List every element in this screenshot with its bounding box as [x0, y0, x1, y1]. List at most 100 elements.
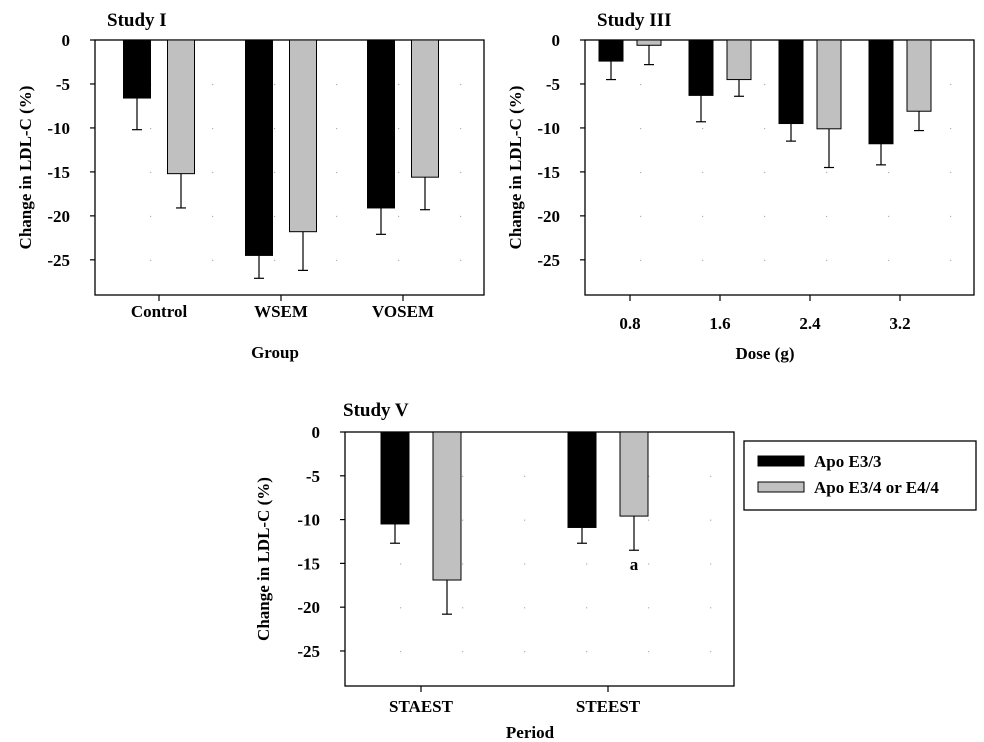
x-tick-label: 3.2 [889, 314, 910, 333]
grid-dot [150, 127, 152, 130]
grid-dot [950, 259, 952, 262]
grid-dot [212, 171, 214, 174]
grid-dot [586, 607, 588, 609]
legend-swatch [757, 481, 805, 493]
grid-dot [400, 563, 402, 565]
grid-dot [710, 607, 712, 609]
grid-dot [826, 215, 828, 218]
grid-dot [764, 171, 766, 174]
y-tick-label: 0 [552, 31, 561, 50]
plot-frame [344, 431, 735, 687]
bar-apo-e33 [688, 39, 714, 96]
y-axis-label: Change in LDL-C (%) [506, 86, 525, 250]
y-tick-label: -15 [537, 163, 560, 182]
bar-apo-e34-e44 [726, 39, 752, 81]
grid-dot [400, 650, 402, 653]
y-axis-label: Change in LDL-C (%) [16, 86, 35, 250]
grid-dot [460, 127, 462, 130]
chart-panel-2: 0 -5 -10 -15 -20 -25 0.8 1.6 2.4 3.2 Study III Dose… [506, 10, 975, 363]
grid-dot [888, 259, 890, 262]
x-tick-label: 0.8 [619, 314, 640, 333]
bar-apo-e34-e44 [432, 431, 462, 581]
grid-dot [524, 563, 526, 565]
grid-dot [950, 83, 952, 86]
grid-dot [336, 215, 338, 218]
legend-label: Apo E3/3 [814, 452, 882, 471]
grid-dot [150, 215, 152, 218]
grid-dot [524, 650, 526, 653]
grid-dot [710, 519, 712, 521]
grid-dot [336, 259, 338, 262]
y-tick-label: -20 [297, 598, 320, 617]
y-tick-label: -5 [546, 75, 560, 94]
grid-dot [462, 650, 464, 653]
x-tick-label: 2.4 [799, 314, 821, 333]
legend-box [743, 440, 977, 511]
grid-dot [524, 519, 526, 521]
grid-dot [950, 215, 952, 218]
legend-label: Apo E3/4 or E4/4 [814, 478, 939, 497]
x-tick-label: STEEST [576, 697, 641, 716]
grid-dot [150, 259, 152, 262]
x-tick-label: WSEM [254, 302, 308, 321]
grid-dot [702, 127, 704, 130]
grid-dot [648, 650, 650, 653]
grid-dot [648, 607, 650, 609]
grid-dot [274, 171, 276, 174]
grid-dot [274, 127, 276, 130]
grid-dot [648, 519, 650, 521]
chart-title: Study I [107, 10, 167, 31]
y-tick-label: -25 [47, 251, 70, 270]
grid-dot [212, 215, 214, 218]
grid-dots [150, 83, 462, 262]
grid-dot [764, 259, 766, 262]
y-tick-label: -5 [306, 467, 320, 486]
chart-title: Study III [597, 10, 671, 31]
grid-dot [460, 83, 462, 86]
grid-dot [950, 171, 952, 174]
grid-dot [398, 127, 400, 130]
grid-dot [640, 83, 642, 86]
y-tick-label: -10 [297, 511, 320, 530]
grid-dot [826, 171, 828, 174]
bar-apo-e33 [868, 39, 894, 145]
bar-apo-e34-e44 [289, 39, 317, 233]
grid-dot [586, 563, 588, 565]
bar-apo-e34-e44 [636, 39, 662, 46]
bar-apo-e34-e44 [411, 39, 439, 178]
y-tick-label: -25 [297, 642, 320, 661]
grid-dot [702, 259, 704, 262]
grid-dot [462, 475, 464, 477]
bar-apo-e34-e44 [619, 431, 649, 517]
y-tick-label: -10 [537, 119, 560, 138]
grid-dot [710, 650, 712, 653]
grid-dot [888, 215, 890, 218]
grid-dot [274, 215, 276, 218]
y-tick-label: -20 [47, 207, 70, 226]
chart-panel-3: 0 -5 -10 -15 -20 -25 STAEST STEEST a Study V Perio… [254, 400, 735, 742]
grid-dot [336, 83, 338, 86]
grid-dot [826, 259, 828, 262]
x-axis-label: Group [251, 343, 299, 362]
bar-apo-e33 [567, 431, 597, 528]
grid-dot [648, 563, 650, 565]
grid-dot [640, 259, 642, 262]
legend: Apo E3/3 Apo E3/4 or E4/4 [743, 440, 977, 511]
grid-dot [524, 607, 526, 609]
y-tick-label: 0 [62, 31, 71, 50]
grid-dot [460, 259, 462, 262]
grid-dot [398, 215, 400, 218]
bar-apo-e34-e44 [816, 39, 842, 130]
grid-dot [336, 171, 338, 174]
grid-dot [640, 171, 642, 174]
y-tick-label: 0 [312, 423, 321, 442]
grid-dot [764, 83, 766, 86]
grid-dot [648, 475, 650, 477]
grid-dot [274, 83, 276, 86]
x-axis-label: Dose (g) [735, 344, 794, 363]
bar-apo-e33 [367, 39, 395, 209]
grid-dot [710, 563, 712, 565]
grid-dot [764, 215, 766, 218]
grid-dot [586, 650, 588, 653]
